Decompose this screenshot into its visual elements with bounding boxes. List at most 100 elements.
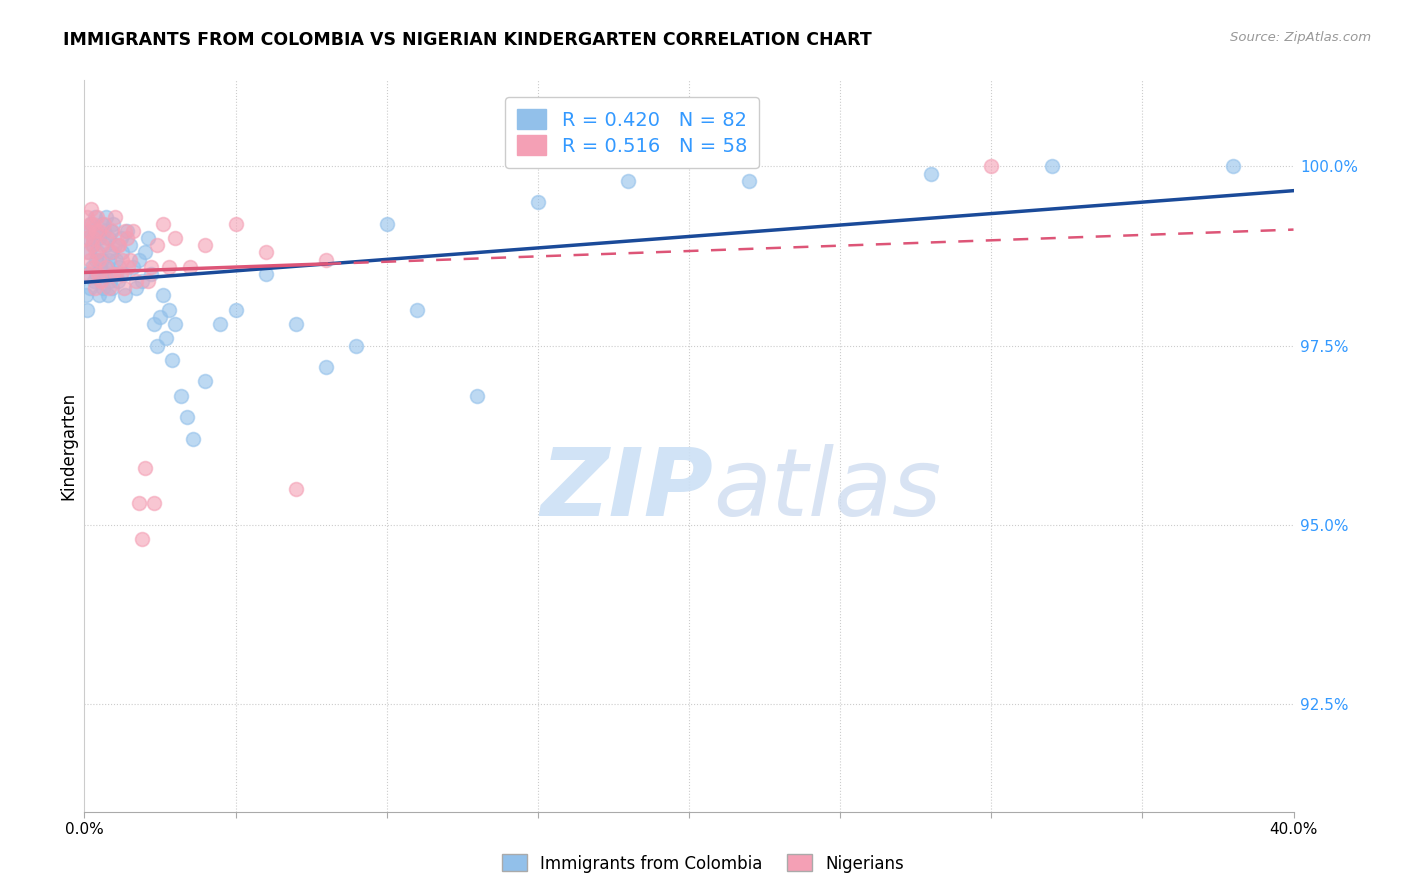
- Point: [1040, 159, 1063, 173]
- Point: [152, 217, 174, 231]
- Point: [179, 260, 201, 274]
- Point: [110, 231, 132, 245]
- Point: [315, 252, 337, 267]
- Point: [176, 410, 198, 425]
- Point: [117, 260, 139, 274]
- Point: [98, 252, 121, 267]
- Point: [125, 281, 148, 295]
- Point: [94, 238, 117, 252]
- Point: [82, 238, 104, 252]
- Point: [97, 281, 120, 295]
- Point: [112, 267, 135, 281]
- Point: [155, 331, 177, 345]
- Point: [105, 267, 128, 281]
- Point: [79, 281, 101, 295]
- Point: [315, 360, 337, 375]
- Point: [112, 281, 135, 295]
- Point: [86, 267, 108, 281]
- Point: [100, 245, 122, 260]
- Point: [82, 217, 104, 231]
- Point: [76, 302, 98, 317]
- Point: [149, 310, 172, 324]
- Point: [76, 267, 98, 281]
- Point: [84, 210, 107, 224]
- Point: [115, 231, 138, 245]
- Point: [93, 217, 115, 231]
- Point: [121, 260, 143, 274]
- Point: [285, 317, 308, 331]
- Point: [128, 496, 150, 510]
- Point: [84, 252, 107, 267]
- Point: [346, 338, 368, 352]
- Point: [165, 317, 187, 331]
- Point: [94, 267, 117, 281]
- Point: [118, 238, 141, 252]
- Point: [76, 245, 98, 260]
- Point: [82, 231, 104, 245]
- Point: [160, 353, 183, 368]
- Point: [86, 210, 108, 224]
- Point: [86, 224, 108, 238]
- Text: ZIP: ZIP: [540, 444, 713, 536]
- Point: [375, 217, 398, 231]
- Point: [142, 496, 165, 510]
- Point: [97, 231, 120, 245]
- Point: [101, 267, 124, 281]
- Point: [103, 267, 125, 281]
- Point: [107, 274, 129, 288]
- Point: [118, 252, 141, 267]
- Y-axis label: Kindergarten: Kindergarten: [59, 392, 77, 500]
- Point: [181, 432, 204, 446]
- Legend: Immigrants from Colombia, Nigerians: Immigrants from Colombia, Nigerians: [495, 847, 911, 880]
- Point: [96, 231, 118, 245]
- Text: IMMIGRANTS FROM COLOMBIA VS NIGERIAN KINDERGARTEN CORRELATION CHART: IMMIGRANTS FROM COLOMBIA VS NIGERIAN KIN…: [63, 31, 872, 49]
- Point: [105, 252, 128, 267]
- Legend: R = 0.420   N = 82, R = 0.516   N = 58: R = 0.420 N = 82, R = 0.516 N = 58: [505, 97, 759, 168]
- Text: atlas: atlas: [713, 444, 942, 535]
- Point: [87, 245, 110, 260]
- Point: [738, 174, 761, 188]
- Point: [93, 224, 115, 238]
- Point: [80, 238, 103, 252]
- Point: [194, 375, 217, 389]
- Point: [77, 245, 100, 260]
- Point: [104, 238, 127, 252]
- Point: [121, 224, 143, 238]
- Point: [90, 274, 112, 288]
- Point: [152, 288, 174, 302]
- Point: [87, 252, 110, 267]
- Point: [98, 245, 121, 260]
- Point: [89, 260, 111, 274]
- Point: [94, 260, 117, 274]
- Point: [77, 224, 100, 238]
- Point: [75, 288, 97, 302]
- Point: [225, 302, 247, 317]
- Point: [80, 202, 103, 217]
- Point: [142, 317, 165, 331]
- Point: [467, 389, 489, 403]
- Point: [91, 252, 114, 267]
- Point: [254, 245, 277, 260]
- Point: [101, 281, 124, 295]
- Point: [76, 210, 98, 224]
- Point: [77, 231, 100, 245]
- Point: [617, 174, 640, 188]
- Point: [157, 260, 180, 274]
- Point: [91, 281, 114, 295]
- Point: [91, 238, 114, 252]
- Point: [98, 274, 121, 288]
- Point: [136, 231, 159, 245]
- Point: [194, 238, 217, 252]
- Point: [83, 260, 105, 274]
- Point: [285, 482, 308, 496]
- Point: [108, 260, 131, 274]
- Point: [108, 238, 131, 252]
- Point: [83, 274, 105, 288]
- Point: [107, 238, 129, 252]
- Point: [134, 245, 156, 260]
- Point: [89, 231, 111, 245]
- Point: [131, 533, 153, 547]
- Point: [79, 252, 101, 267]
- Point: [80, 217, 103, 231]
- Point: [110, 267, 132, 281]
